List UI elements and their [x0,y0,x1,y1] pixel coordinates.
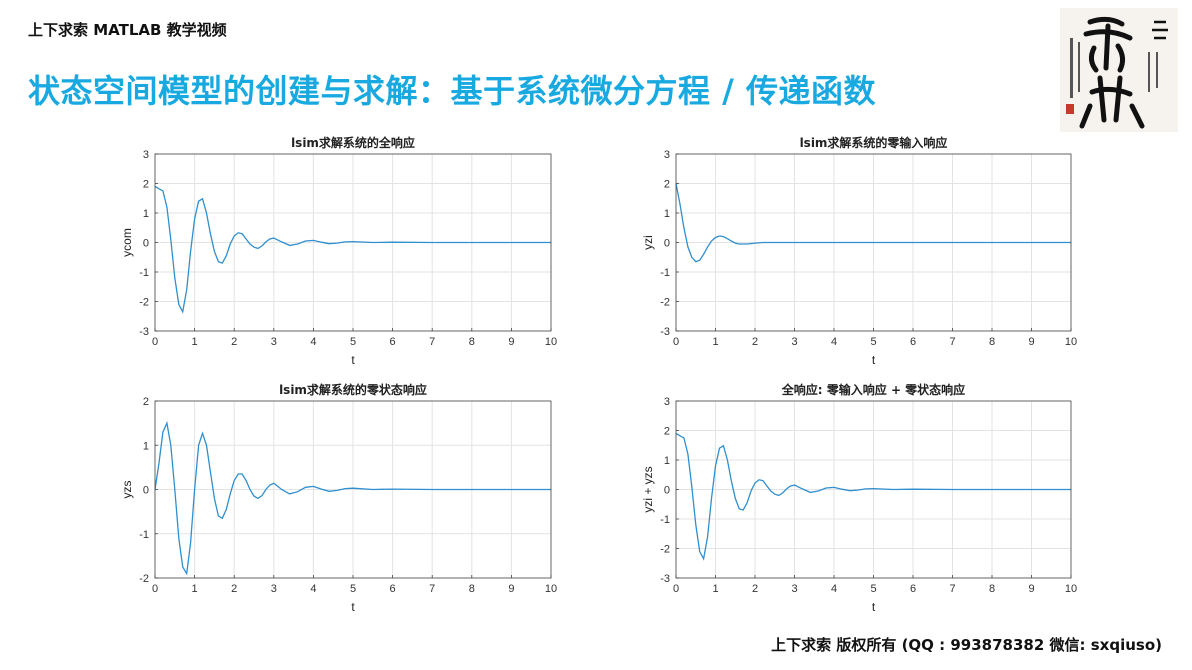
y-tick-label: 3 [664,396,670,408]
x-tick-label: 9 [508,583,514,595]
x-tick-label: 8 [469,336,475,348]
x-tick-label: 1 [192,583,198,595]
x-axis-label: t [351,353,355,367]
page-title: 状态空间模型的创建与求解：基于系统微分方程 / 传递函数 [28,72,876,110]
x-tick-label: 3 [791,583,797,595]
x-tick-label: 2 [752,583,758,595]
y-tick-label: -1 [139,529,149,541]
x-tick-label: 1 [192,336,198,348]
axes-frame [154,153,552,332]
x-tick-label: 5 [870,336,876,348]
x-tick-label: 10 [1065,336,1077,348]
y-tick-label: 3 [143,149,149,161]
x-tick-label: 6 [910,336,916,348]
y-tick-label: -1 [139,267,149,279]
axes-frame [675,153,1072,332]
y-tick-label: 0 [143,238,149,250]
y-tick-label: 1 [664,455,670,467]
x-tick-label: 5 [350,583,356,595]
x-tick-label: 7 [949,336,955,348]
x-tick-label: 8 [989,336,995,348]
y-tick-label: 1 [143,208,149,220]
x-tick-label: 8 [989,583,995,595]
x-tick-label: 7 [429,583,435,595]
x-axis-label: t [351,600,355,614]
plot-title: 全响应: 零输入响应 + 零状态响应 [781,382,965,397]
x-tick-label: 4 [310,583,316,595]
plot-2: 0 1 2 3 4 5 6 7 8 9 10 -3 -2 -1 0 1 2 3 lsim求解系统的零输入响应 t yzi [641,135,1077,367]
y-tick-label: 2 [143,396,149,408]
axes-frame [675,400,1072,579]
plot-title: lsim求解系统的全响应 [291,135,415,150]
x-tick-label: 6 [910,583,916,595]
y-tick-label: -2 [660,544,670,556]
x-tick-label: 9 [508,336,514,348]
y-tick-label: -1 [660,267,670,279]
x-tick-label: 4 [831,583,837,595]
plot-title: lsim求解系统的零状态响应 [279,382,427,397]
y-tick-label: -2 [660,297,670,309]
y-tick-label: 2 [143,179,149,191]
y-tick-label: 1 [664,208,670,220]
plot-4: 0 1 2 3 4 5 6 7 8 9 10 -3 -2 -1 0 1 2 3 全响应: 零输入响应 + 零状态响应… [641,382,1077,614]
x-tick-label: 7 [429,336,435,348]
y-tick-label: 2 [664,426,670,438]
y-tick-label: 0 [664,238,670,250]
y-tick-label: 0 [664,485,670,497]
x-tick-label: 3 [271,336,277,348]
y-tick-label: 3 [664,149,670,161]
x-axis-label: t [872,353,876,367]
response-curve [675,183,1071,263]
plot-3: 0 1 2 3 4 5 6 7 8 9 10 -2 -1 0 1 2 lsim求解系统的零状态响应 t yzs [120,382,557,614]
x-axis-label: t [872,600,876,614]
x-tick-label: 0 [673,336,679,348]
x-tick-label: 5 [350,336,356,348]
response-curve [675,432,1071,561]
x-tick-label: 10 [545,336,557,348]
y-tick-label: -3 [660,326,670,338]
y-tick-label: 0 [143,485,149,497]
x-tick-label: 0 [673,583,679,595]
x-tick-label: 0 [152,583,158,595]
x-tick-label: 4 [831,336,837,348]
plot-title: lsim求解系统的零输入响应 [800,135,948,150]
x-tick-label: 1 [712,583,718,595]
copyright-footer: 上下求索 版权所有 (QQ : 993878382 微信: sxqiuso) [771,636,1162,654]
x-tick-label: 8 [469,583,475,595]
x-tick-label: 3 [271,583,277,595]
y-tick-label: -3 [139,326,149,338]
x-tick-label: 6 [390,336,396,348]
y-axis-label: yzi [641,235,655,250]
x-tick-label: 4 [310,336,316,348]
calligraphy-seal-logo [1060,8,1178,132]
x-tick-label: 0 [152,336,158,348]
x-tick-label: 7 [949,583,955,595]
response-curve [154,185,551,314]
x-tick-label: 6 [390,583,396,595]
y-tick-label: 1 [143,440,149,452]
axes-frame [154,400,552,579]
x-tick-label: 3 [791,336,797,348]
x-tick-label: 2 [752,336,758,348]
response-curve [154,420,551,576]
y-axis-label: yzi + yzs [641,466,655,512]
x-tick-label: 9 [1028,336,1034,348]
x-tick-label: 5 [870,583,876,595]
x-tick-label: 2 [231,336,237,348]
y-tick-label: 2 [664,179,670,191]
y-tick-label: -1 [660,514,670,526]
y-axis-label: ycom [120,228,134,257]
y-tick-label: -2 [139,297,149,309]
x-tick-label: 10 [1065,583,1077,595]
x-tick-label: 2 [231,583,237,595]
y-tick-label: -3 [660,573,670,585]
header-tag: 上下求索 MATLAB 教学视频 [28,21,227,39]
x-tick-label: 10 [545,583,557,595]
x-tick-label: 9 [1028,583,1034,595]
y-tick-label: -2 [139,573,149,585]
y-axis-label: yzs [120,481,134,499]
plot-1: 0 1 2 3 4 5 6 7 8 9 10 -3 -2 -1 0 1 2 3 lsim求解系统的全响应 t ycom [120,135,557,367]
x-tick-label: 1 [712,336,718,348]
